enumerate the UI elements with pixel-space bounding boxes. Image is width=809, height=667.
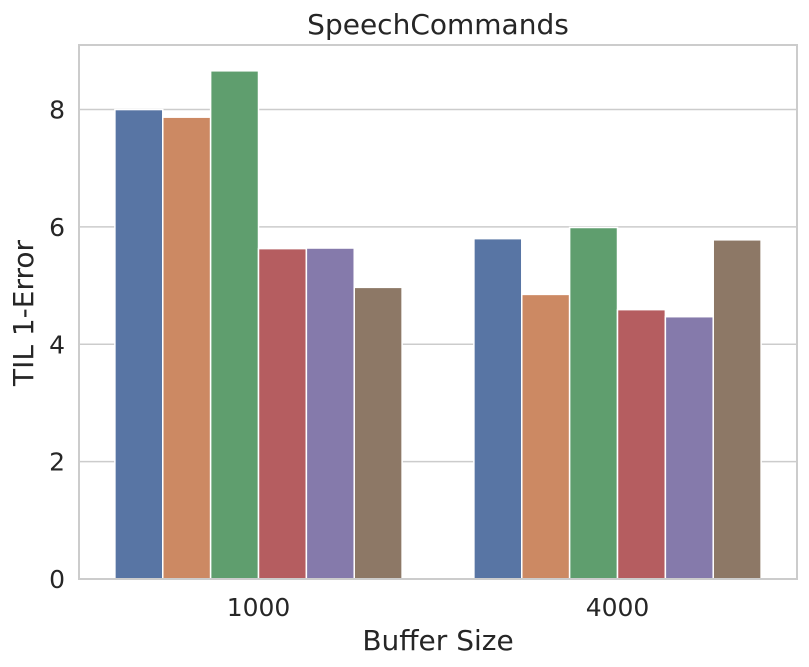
bars [114,70,762,580]
bar-4000-series-6 [712,239,762,580]
x-tick-labels: 1000 4000 [227,593,650,622]
y-tick-label: 4 [49,330,65,359]
chart-title: SpeechCommands [307,8,569,41]
bar-1000-series-1 [114,108,164,580]
bar-4000-series-2 [521,293,571,580]
y-tick-label: 8 [49,96,65,125]
y-tick-labels: 0 2 4 6 8 [49,96,65,594]
x-axis-label: Buffer Size [362,624,513,657]
bar-4000-series-4 [616,308,667,580]
bar-4000-series-1 [473,237,523,580]
y-tick-label: 2 [49,448,65,477]
bar-1000-series-5 [305,247,355,580]
y-axis-label: TIL 1-Error [7,239,40,387]
x-tick-label: 1000 [227,593,291,622]
y-tick-label: 6 [49,213,65,242]
bar-1000-series-3 [209,70,260,580]
bar-4000-series-5 [664,315,714,580]
bar-4000-series-3 [568,226,619,580]
x-tick-label: 4000 [586,593,650,622]
y-tick-label: 0 [49,565,65,594]
plot-frame [78,44,798,580]
bar-1000-series-2 [162,116,212,580]
bar-1000-series-6 [353,286,403,580]
bar-1000-series-4 [257,247,308,580]
